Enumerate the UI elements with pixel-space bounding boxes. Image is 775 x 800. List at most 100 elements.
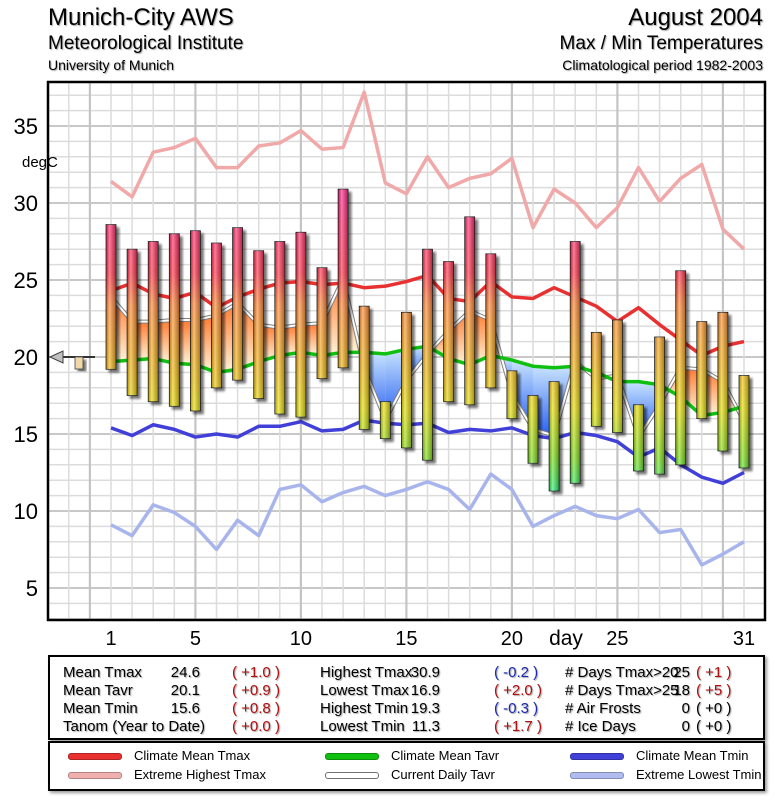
stat-value: 16.9 xyxy=(410,682,440,699)
stat-anomaly: ( +0 ) xyxy=(696,718,732,735)
stat-anomaly: ( +1 ) xyxy=(696,664,732,681)
daily-bar-shine xyxy=(274,241,285,414)
daily-bar xyxy=(612,319,623,433)
legend-label: Climate Mean Tavr xyxy=(391,748,500,763)
stat-value: 30.9 xyxy=(410,664,440,681)
legend-swatch-icon xyxy=(68,772,122,779)
climatological-period: Climatological period 1982-2003 xyxy=(562,57,763,73)
daily-bar-shine xyxy=(359,306,370,430)
stat-anomaly: ( +1.0 ) xyxy=(232,664,280,681)
chart-subtitle: Max / Min Temperatures xyxy=(559,33,763,54)
daily-bar xyxy=(358,305,370,430)
daily-bar xyxy=(485,253,497,389)
stat-value: 19.3 xyxy=(410,700,440,717)
stat-value: 25 xyxy=(673,664,690,681)
tanom-bar xyxy=(74,356,84,370)
daily-bar-shine xyxy=(464,216,475,405)
daily-bar xyxy=(400,311,412,449)
legend-label: Extreme Highest Tmax xyxy=(134,767,266,782)
x-tick-label: 10 xyxy=(290,628,312,650)
daily-bar xyxy=(126,248,138,396)
daily-bar-shine xyxy=(127,249,138,396)
daily-bar-shine xyxy=(317,267,327,379)
stat-value: 15.6 xyxy=(170,700,200,717)
stat-value: 18 xyxy=(673,682,690,699)
daily-bar-shine xyxy=(654,336,665,475)
legend-label: Extreme Lowest Tmin xyxy=(636,767,762,782)
daily-bar xyxy=(105,224,117,370)
institute-name: Meteorological Institute xyxy=(48,33,244,54)
x-axis-label: day xyxy=(549,627,583,650)
y-tick-label: 5 xyxy=(26,576,38,601)
daily-bar-shine xyxy=(232,227,243,381)
daily-bar-shine xyxy=(633,404,644,471)
stat-label: # Days Tmax>25 xyxy=(565,682,679,699)
x-tick-label: 5 xyxy=(190,628,201,650)
daily-bar-shine xyxy=(190,230,201,411)
stat-anomaly: ( +0.0 ) xyxy=(232,718,280,735)
legend-swatch-icon xyxy=(570,772,624,779)
statistics-panel: Mean Tmax 24.6 ( +1.0 ) Mean Tavr 20.1 ( +0.9… xyxy=(48,655,765,740)
stat-label: Lowest Tmax xyxy=(320,682,409,699)
daily-bar-shine xyxy=(295,232,306,418)
tanom-indicator xyxy=(48,350,95,370)
stat-label: Mean Tmin xyxy=(63,700,138,717)
daily-bar xyxy=(464,216,476,406)
daily-bar-shine xyxy=(696,321,707,419)
x-tick-label: 25 xyxy=(606,628,628,650)
y-tick-label: 20 xyxy=(14,345,38,370)
daily-bar xyxy=(675,270,687,466)
daily-bar xyxy=(147,241,159,403)
stat-label: Mean Tavr xyxy=(63,682,133,699)
stat-anomaly: ( +5 ) xyxy=(696,682,732,699)
daily-bar-shine xyxy=(528,395,538,464)
legend-label: Climate Mean Tmax xyxy=(134,748,251,763)
stat-value: 24.6 xyxy=(170,664,200,681)
daily-bar xyxy=(696,321,708,419)
stat-label: Lowest Tmin xyxy=(320,718,405,735)
daily-bar xyxy=(295,231,307,418)
daily-bar-shine xyxy=(485,253,496,388)
legend-label: Climate Mean Tmin xyxy=(636,748,749,763)
daily-bar xyxy=(590,331,602,427)
extreme-lowest-tmin-line xyxy=(110,472,745,567)
x-tick-label: 1 xyxy=(105,628,116,650)
stat-anomaly: ( +2.0 ) xyxy=(494,682,542,699)
daily-bar xyxy=(717,311,729,452)
daily-bar xyxy=(253,250,265,399)
daily-bar xyxy=(189,230,201,412)
y-axis-label: degC xyxy=(22,154,58,171)
university-name: University of Munich xyxy=(48,57,175,73)
daily-bar xyxy=(738,375,750,469)
stat-value: 20.1 xyxy=(170,682,200,699)
stat-label: Highest Tmin xyxy=(320,700,409,717)
daily-bar xyxy=(527,395,539,464)
daily-bar xyxy=(422,248,433,461)
stat-label: # Ice Days xyxy=(565,718,636,735)
station-title: Munich-City AWS xyxy=(48,4,234,31)
stat-anomaly: ( -0.2 ) xyxy=(494,664,539,681)
x-tick-label: 31 xyxy=(733,628,755,650)
legend-swatch-icon xyxy=(68,753,122,760)
tanom-arrow-icon xyxy=(48,350,64,364)
daily-bar-shine xyxy=(506,370,517,419)
stat-anomaly: ( -0.3 ) xyxy=(494,700,539,717)
daily-bar-shine xyxy=(211,243,222,388)
daily-bar xyxy=(337,188,349,369)
daily-bar xyxy=(168,233,180,407)
daily-bar xyxy=(569,241,581,484)
legend: Climate Mean Tmax Extreme Highest Tmax Cli… xyxy=(48,741,765,791)
stat-value: 0 xyxy=(681,718,690,735)
daily-bar-shine xyxy=(591,332,602,427)
month-title: August 2004 xyxy=(628,4,763,31)
legend-label: Current Daily Tavr xyxy=(391,767,495,782)
stat-label: # Days Tmax>20 xyxy=(565,664,679,681)
daily-bar-shine xyxy=(443,261,454,402)
daily-bar-shine xyxy=(106,224,116,370)
daily-bar-shine xyxy=(612,320,623,433)
y-tick-label: 25 xyxy=(14,268,38,293)
daily-bar-shine xyxy=(570,241,581,484)
stat-value: 11.3 xyxy=(411,718,440,735)
